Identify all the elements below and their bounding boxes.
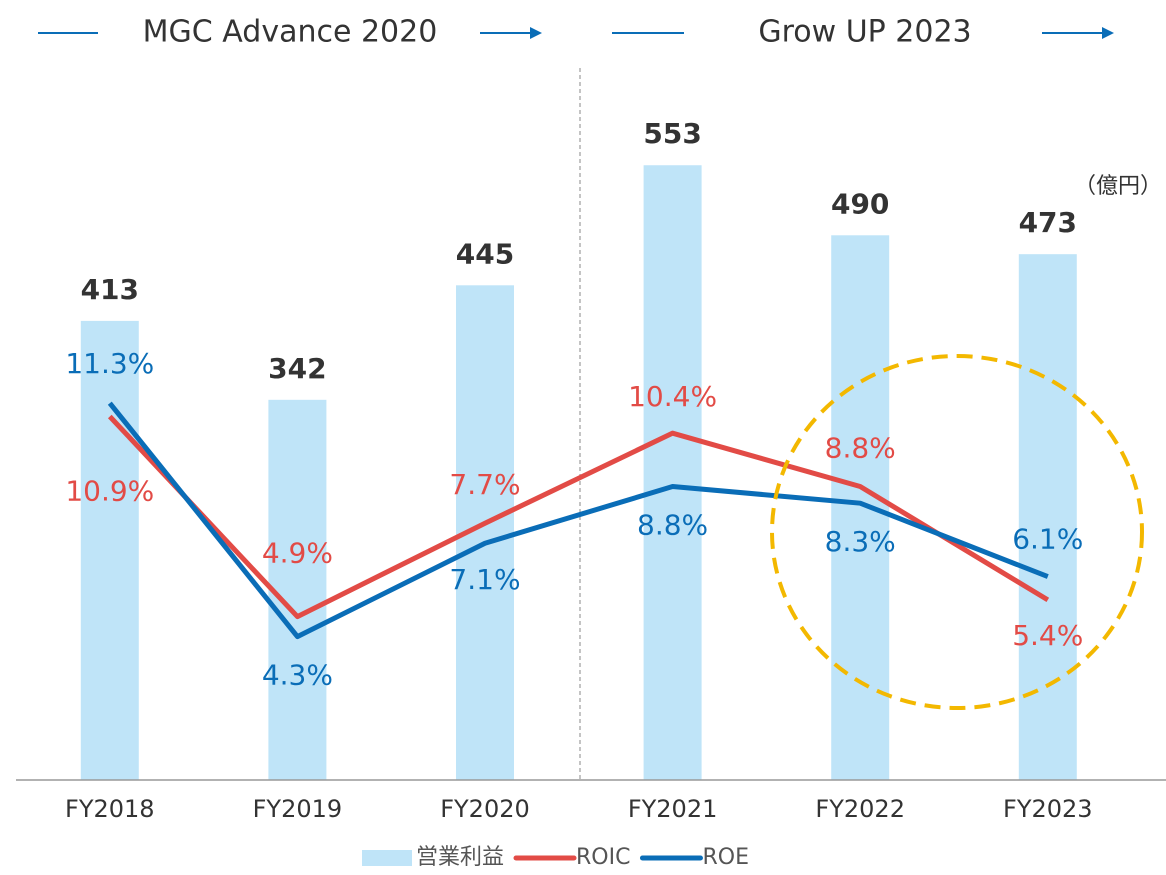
highlight-circle: [770, 354, 1144, 710]
x-tick-label: FY2019: [253, 795, 343, 823]
bar: [1018, 254, 1077, 781]
x-tick-label: FY2020: [440, 795, 530, 823]
x-tick-label: FY2021: [628, 795, 718, 823]
bar-value-label: 445: [456, 237, 514, 270]
period-label: MGC Advance 2020: [143, 15, 438, 50]
bar: [268, 399, 327, 780]
line-value-label: 7.7%: [449, 468, 520, 501]
line-value-label: 8.8%: [825, 432, 896, 465]
bar-value-label: 473: [1019, 206, 1077, 239]
line-value-label: 8.3%: [825, 525, 896, 558]
legend-label: ROIC: [576, 845, 630, 870]
line-value-label: 5.4%: [1012, 619, 1083, 652]
line-value-label: 6.1%: [1012, 523, 1083, 556]
line-value-label: 4.9%: [262, 537, 333, 570]
header-arrowhead: [1102, 27, 1114, 39]
line-value-label: 11.3%: [65, 347, 154, 380]
bar-value-label: 342: [268, 352, 326, 385]
legend: 営業利益 ROIC ROE: [362, 845, 749, 870]
line-roe: [107, 401, 1049, 640]
legend-label: ROE: [702, 845, 749, 870]
bar: [80, 320, 139, 780]
x-tick-label: FY2018: [65, 795, 155, 823]
line-value-label: 7.1%: [449, 563, 520, 596]
plot: FY2018 FY2019 FY2020 FY2021 FY2022 FY2023 413 3…: [65, 117, 1093, 823]
bar-value-label: 553: [643, 117, 701, 150]
header-arrowhead: [530, 27, 542, 39]
bar-value-label: 413: [81, 273, 139, 306]
unit-label: （億円）: [1074, 174, 1162, 199]
x-tick-label: FY2022: [815, 795, 905, 823]
bar: [643, 165, 702, 780]
line-value-label: 10.9%: [65, 474, 154, 507]
line-roic: [107, 414, 1050, 620]
line-value-label: 4.3%: [262, 659, 333, 692]
bar: [831, 235, 890, 781]
line-value-label: 8.8%: [637, 509, 708, 542]
x-tick-label: FY2023: [1003, 795, 1093, 823]
bar-value-label: 490: [831, 187, 889, 220]
legend-swatch: [362, 850, 412, 866]
legend-label: 営業利益: [416, 845, 504, 870]
period-label: Grow UP 2023: [758, 15, 971, 50]
line-value-label: 10.4%: [628, 380, 717, 413]
